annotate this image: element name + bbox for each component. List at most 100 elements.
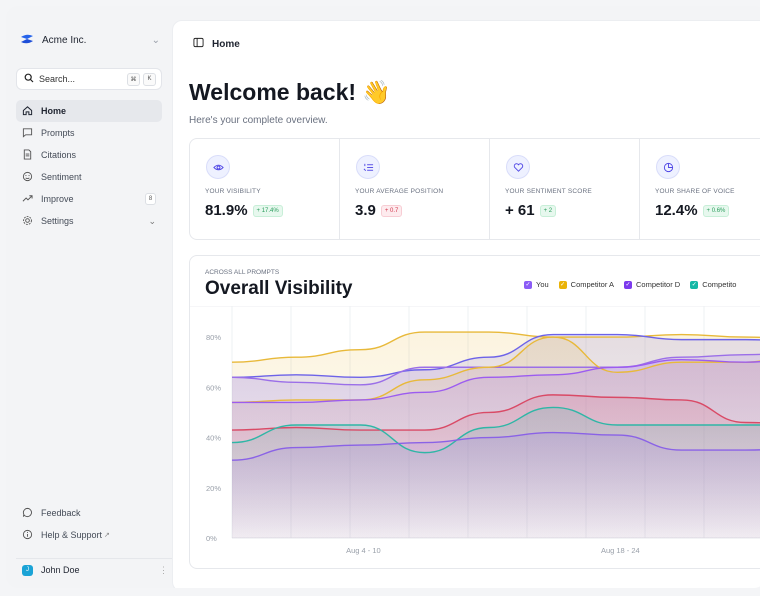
message-icon — [22, 127, 33, 140]
series-line — [231, 333, 760, 378]
sidebar-item-label: Sentiment — [41, 172, 82, 182]
stat-average-position: YOUR AVERAGE POSITION 3.9 + 0.7 — [340, 139, 490, 239]
home-icon — [22, 105, 33, 118]
more-vertical-icon[interactable]: ⋮ — [159, 564, 168, 575]
org-name: Acme Inc. — [42, 35, 87, 46]
chart-title: Overall Visibility — [205, 278, 353, 299]
stat-label: YOUR SHARE OF VOICE — [655, 188, 735, 195]
sidebar-toggle-icon[interactable] — [193, 37, 204, 51]
sidebar-item-sentiment[interactable]: Sentiment — [16, 166, 162, 188]
stats-row: YOUR VISIBILITY 81.9% + 17.4% YOUR AVERAG… — [189, 138, 760, 240]
stat-visibility: YOUR VISIBILITY 81.9% + 17.4% — [190, 139, 340, 239]
feedback-link[interactable]: Feedback — [16, 502, 162, 524]
sidebar-item-prompts[interactable]: Prompts — [16, 122, 162, 144]
sidebar-item-home[interactable]: Home — [16, 100, 162, 122]
sidebar-item-label: Settings — [41, 216, 74, 226]
checkbox-checked-icon: ✓ — [524, 280, 532, 289]
stat-label: YOUR SENTIMENT SCORE — [505, 188, 592, 195]
help-support-label: Help & Support — [41, 530, 103, 540]
search-placeholder: Search... — [39, 74, 76, 84]
legend-label: Competitor A — [570, 280, 615, 289]
page-title: Welcome back! 👋 — [189, 79, 392, 105]
x-tick-label: Aug 4 - 10 — [346, 546, 381, 555]
legend-item-competitor-d[interactable]: ✓ Competitor D — [624, 280, 680, 289]
sidebar-item-citations[interactable]: Citations — [16, 144, 162, 166]
series-line — [231, 431, 760, 461]
avatar: J — [22, 564, 33, 576]
chart-legend: ✓ You ✓ Competitor A ✓ Competitor D ✓ Compet… — [524, 280, 736, 289]
sidebar-nav: Home Prompts Citations Sentiment Improve… — [16, 100, 162, 232]
series-line — [231, 331, 760, 363]
sentiment-icon — [22, 171, 33, 184]
acme-logo-icon — [20, 34, 34, 47]
sidebar-item-settings[interactable]: Settings ⌄ — [16, 210, 162, 232]
series-line — [231, 394, 760, 431]
checkbox-checked-icon: ✓ — [690, 280, 699, 289]
info-icon — [22, 529, 33, 542]
sidebar: Acme Inc. ⌄ Search... ⌘ K Home Prompts C… — [6, 6, 174, 588]
chart-eyebrow: ACROSS ALL PROMPTS — [205, 269, 280, 276]
external-link-icon: ↗ — [104, 532, 110, 539]
checkbox-checked-icon: ✓ — [558, 280, 567, 289]
series-line — [232, 359, 760, 404]
legend-item-competitor-a[interactable]: ✓ Competitor A — [558, 280, 615, 289]
stat-value: 3.9 — [355, 202, 376, 219]
main-panel: Home Welcome back! 👋 Here's your complet… — [172, 20, 760, 588]
overall-visibility-card: ACROSS ALL PROMPTS Overall Visibility ✓ Y… — [189, 255, 760, 569]
stat-delta-badge: + 0.6% — [702, 204, 730, 217]
y-tick-label: 60% — [206, 383, 221, 392]
sidebar-footer-links: Feedback Help & Support ↗ — [16, 502, 162, 546]
stat-delta-badge: + 0.7 — [380, 204, 403, 217]
y-tick-label: 20% — [206, 484, 221, 493]
stat-value-wrap: + 61 + 2 — [505, 202, 557, 219]
heart-icon — [506, 155, 530, 179]
sidebar-item-improve[interactable]: Improve 8 — [16, 188, 162, 210]
help-support-link[interactable]: Help & Support ↗ — [16, 524, 162, 546]
user-name: John Doe — [41, 565, 80, 575]
legend-item-competitor[interactable]: ✓ Competito — [690, 280, 736, 289]
breadcrumb-current: Home — [212, 38, 240, 50]
page-subtitle: Here's your complete overview. — [189, 115, 328, 126]
stat-value-wrap: 3.9 + 0.7 — [355, 202, 403, 219]
visibility-area-chart: 0% 20% 40% 60% 80% Aug 4 - 10 Aug 18 - 24 — [190, 306, 760, 555]
stat-value-wrap: 81.9% + 17.4% — [205, 202, 283, 219]
y-tick-label: 40% — [206, 434, 221, 443]
sidebar-item-label: Improve — [41, 194, 74, 204]
shortcut-key-cmd: ⌘ — [127, 72, 140, 86]
stat-value: 81.9% — [205, 202, 248, 219]
chevron-down-icon: ⌄ — [148, 215, 156, 226]
breadcrumb: Home — [193, 37, 240, 51]
stat-delta-badge: + 17.4% — [252, 204, 283, 217]
legend-label: Competitor D — [636, 280, 681, 289]
pie-icon — [656, 155, 680, 179]
search-input[interactable]: Search... ⌘ K — [16, 68, 162, 90]
stat-value: + 61 — [505, 202, 535, 219]
y-tick-label: 0% — [206, 534, 217, 543]
shortcut-key-k: K — [143, 72, 156, 86]
legend-item-you[interactable]: ✓ You — [524, 280, 549, 289]
sidebar-item-label: Home — [41, 106, 67, 116]
checkbox-checked-icon: ✓ — [624, 280, 633, 289]
sidebar-item-label: Prompts — [41, 128, 75, 138]
stat-label: YOUR VISIBILITY — [205, 188, 261, 195]
eye-icon — [206, 155, 230, 179]
trend-icon — [22, 193, 33, 206]
chevron-down-icon: ⌄ — [151, 35, 160, 46]
legend-label: Competito — [702, 280, 737, 289]
legend-label: You — [536, 280, 549, 289]
sidebar-item-label: Citations — [41, 150, 77, 160]
gear-icon — [22, 215, 33, 228]
series-line — [231, 353, 760, 386]
stat-value: 12.4% — [655, 202, 698, 219]
stat-share-of-voice: YOUR SHARE OF VOICE 12.4% + 0.6% — [640, 139, 760, 239]
x-tick-label: Aug 18 - 24 — [601, 546, 640, 555]
stat-sentiment-score: YOUR SENTIMENT SCORE + 61 + 2 — [490, 139, 640, 239]
stat-value-wrap: 12.4% + 0.6% — [655, 202, 730, 219]
list-ordered-icon — [356, 155, 380, 179]
series-line — [231, 406, 760, 454]
document-icon — [22, 148, 33, 162]
series-area — [232, 432, 760, 538]
user-menu[interactable]: J John Doe ⋮ — [16, 558, 174, 581]
series-line — [231, 336, 760, 404]
org-switcher[interactable]: Acme Inc. ⌄ — [20, 34, 160, 47]
